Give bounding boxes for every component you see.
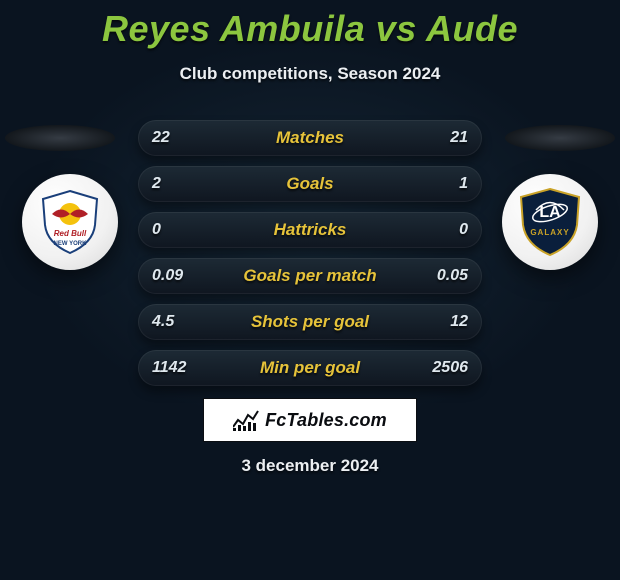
stat-right-value: 1 (459, 166, 468, 202)
svg-text:NEW YORK: NEW YORK (54, 241, 88, 247)
stat-label: Shots per goal (138, 304, 482, 340)
stat-row: 0.09 Goals per match 0.05 (138, 258, 482, 294)
stat-label: Min per goal (138, 350, 482, 386)
brand-text: FcTables.com (265, 410, 387, 431)
date-label: 3 december 2024 (0, 456, 620, 476)
stat-label: Matches (138, 120, 482, 156)
stat-right-value: 2506 (432, 350, 468, 386)
svg-text:LA: LA (539, 204, 561, 221)
page-title: Reyes Ambuila vs Aude (0, 0, 620, 50)
svg-text:GALAXY: GALAXY (530, 228, 569, 237)
stat-row: 2 Goals 1 (138, 166, 482, 202)
stat-right-value: 0 (459, 212, 468, 248)
fctables-logo-icon (233, 409, 259, 431)
pedestal-left (5, 125, 115, 151)
stat-row: 0 Hattricks 0 (138, 212, 482, 248)
stat-row: 1142 Min per goal 2506 (138, 350, 482, 386)
comparison-card: Reyes Ambuila vs Aude Club competitions,… (0, 0, 620, 580)
pedestal-right (505, 125, 615, 151)
lagalaxy-crest-icon: LA GALAXY (513, 185, 587, 259)
stat-right-value: 12 (450, 304, 468, 340)
stat-row: 22 Matches 21 (138, 120, 482, 156)
stat-label: Goals per match (138, 258, 482, 294)
svg-text:Red Bull: Red Bull (54, 229, 87, 238)
stat-label: Hattricks (138, 212, 482, 248)
brand-badge: FcTables.com (203, 398, 417, 442)
subtitle: Club competitions, Season 2024 (0, 64, 620, 84)
stats-table: 22 Matches 21 2 Goals 1 0 Hattricks 0 0.… (138, 120, 482, 396)
club-badge-right: LA GALAXY (502, 174, 598, 270)
stat-label: Goals (138, 166, 482, 202)
redbull-crest-icon: Red Bull NEW YORK (35, 187, 105, 257)
stat-right-value: 0.05 (437, 258, 468, 294)
stat-row: 4.5 Shots per goal 12 (138, 304, 482, 340)
stat-right-value: 21 (450, 120, 468, 156)
club-badge-left: Red Bull NEW YORK (22, 174, 118, 270)
